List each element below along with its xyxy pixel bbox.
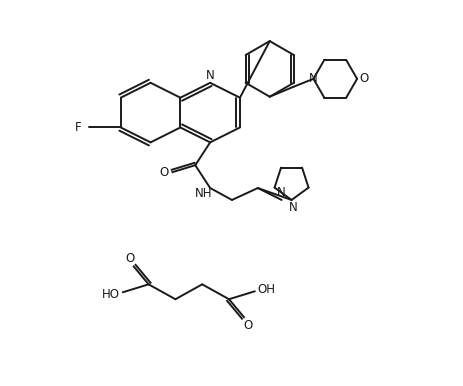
Text: O: O <box>125 252 134 265</box>
Text: N: N <box>289 201 298 214</box>
Text: N: N <box>309 72 318 85</box>
Text: OH: OH <box>258 283 276 296</box>
Text: F: F <box>75 121 81 134</box>
Text: O: O <box>160 166 169 179</box>
Text: N: N <box>206 69 214 82</box>
Text: HO: HO <box>102 288 120 301</box>
Text: O: O <box>359 72 369 85</box>
Text: O: O <box>243 318 252 332</box>
Text: N: N <box>277 186 286 198</box>
Text: NH: NH <box>194 188 212 200</box>
